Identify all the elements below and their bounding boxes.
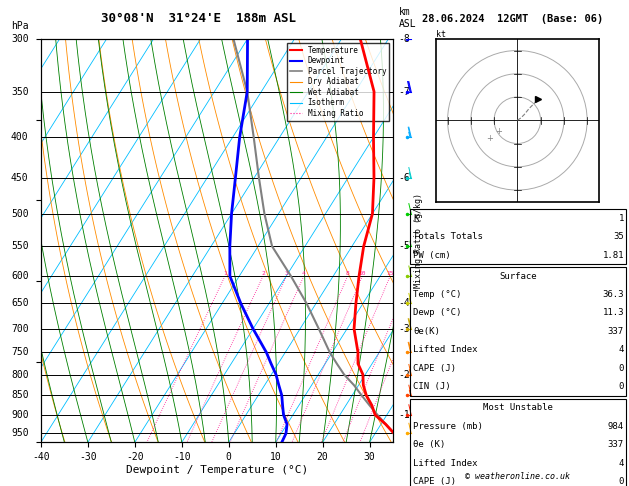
Text: 0: 0 (618, 477, 624, 486)
Text: Mixing Ratio (g/kg): Mixing Ratio (g/kg) (415, 193, 423, 288)
Text: kt: kt (436, 30, 446, 39)
Text: 8: 8 (346, 271, 350, 276)
Text: 1: 1 (618, 214, 624, 223)
Text: Surface: Surface (499, 272, 537, 280)
Text: Lifted Index: Lifted Index (413, 346, 478, 354)
Text: -4: -4 (398, 298, 410, 309)
Text: 300: 300 (11, 34, 28, 44)
Text: Lifted Index: Lifted Index (413, 459, 478, 468)
Text: -5: -5 (398, 242, 410, 251)
Text: 15: 15 (386, 271, 394, 276)
Text: 3: 3 (285, 271, 288, 276)
Text: CAPE (J): CAPE (J) (413, 364, 456, 373)
Text: 1.81: 1.81 (603, 251, 624, 260)
Text: km
ASL: km ASL (398, 7, 416, 29)
Text: 0: 0 (618, 382, 624, 391)
Text: Temp (°C): Temp (°C) (413, 290, 462, 299)
Text: -8: -8 (398, 34, 410, 44)
Text: 2: 2 (261, 271, 265, 276)
Text: 750: 750 (11, 347, 28, 358)
Text: Totals Totals: Totals Totals (413, 232, 483, 241)
Text: 850: 850 (11, 390, 28, 400)
Text: -3: -3 (398, 324, 410, 334)
Text: 550: 550 (11, 242, 28, 251)
Text: 337: 337 (608, 440, 624, 449)
Text: -6: -6 (398, 173, 410, 183)
Text: 337: 337 (608, 327, 624, 336)
Text: hPa: hPa (11, 21, 28, 31)
Text: 350: 350 (11, 87, 28, 97)
Text: Pressure (mb): Pressure (mb) (413, 422, 483, 431)
Text: 800: 800 (11, 369, 28, 380)
X-axis label: Dewpoint / Temperature (°C): Dewpoint / Temperature (°C) (126, 465, 308, 475)
Text: K: K (413, 214, 419, 223)
Text: © weatheronline.co.uk: © weatheronline.co.uk (465, 472, 571, 481)
Text: θe (K): θe (K) (413, 440, 445, 449)
Legend: Temperature, Dewpoint, Parcel Trajectory, Dry Adiabat, Wet Adiabat, Isotherm, Mi: Temperature, Dewpoint, Parcel Trajectory… (287, 43, 389, 121)
Text: 30°08'N  31°24'E  188m ASL: 30°08'N 31°24'E 188m ASL (101, 12, 296, 25)
Text: 36.3: 36.3 (603, 290, 624, 299)
Text: 700: 700 (11, 324, 28, 334)
Text: +: + (486, 135, 493, 143)
Text: 4: 4 (618, 459, 624, 468)
Text: 500: 500 (11, 208, 28, 219)
Text: -1: -1 (398, 410, 410, 420)
Text: -2: -2 (398, 369, 410, 380)
Text: 600: 600 (11, 271, 28, 281)
Text: 4: 4 (302, 271, 306, 276)
Text: CIN (J): CIN (J) (413, 382, 451, 391)
Text: 4: 4 (618, 346, 624, 354)
Text: 10: 10 (359, 271, 366, 276)
Text: Dewp (°C): Dewp (°C) (413, 309, 462, 317)
Text: Most Unstable: Most Unstable (483, 403, 553, 412)
Text: 984: 984 (608, 422, 624, 431)
Text: 0: 0 (618, 364, 624, 373)
Text: -7: -7 (398, 87, 410, 97)
Text: θe(K): θe(K) (413, 327, 440, 336)
Text: 400: 400 (11, 132, 28, 142)
Text: 35: 35 (613, 232, 624, 241)
Text: 950: 950 (11, 428, 28, 438)
Text: 11.3: 11.3 (603, 309, 624, 317)
Text: 450: 450 (11, 173, 28, 183)
Text: CAPE (J): CAPE (J) (413, 477, 456, 486)
Text: 900: 900 (11, 410, 28, 420)
Text: 1: 1 (223, 271, 227, 276)
Text: PW (cm): PW (cm) (413, 251, 451, 260)
Text: +: + (495, 127, 502, 137)
Text: 28.06.2024  12GMT  (Base: 06): 28.06.2024 12GMT (Base: 06) (422, 14, 603, 24)
Text: 650: 650 (11, 298, 28, 309)
